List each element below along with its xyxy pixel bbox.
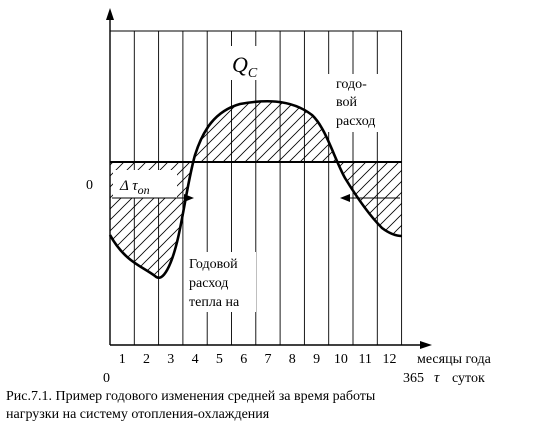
- x-axis-arrow: [420, 341, 432, 349]
- month-tick-label: 11: [358, 352, 371, 367]
- y-axis-arrow: [106, 8, 114, 20]
- label-bg-delta: [113, 170, 177, 198]
- delta-tau-label: Δ τоп: [119, 178, 150, 197]
- origin-label: 0: [103, 371, 110, 386]
- months-axis-label: месяцы года: [417, 352, 492, 367]
- month-tick-label: 5: [216, 352, 223, 367]
- month-tick-labels: 1 2 3 4 5 6 7 8 9 10 11 12: [119, 352, 397, 367]
- label-bg-qc: [226, 46, 270, 80]
- annual-heat-label: Годовой расход тепла на: [189, 257, 241, 310]
- month-tick-label: 6: [240, 352, 247, 367]
- month-tick-label: 7: [265, 352, 272, 367]
- month-tick-label: 10: [334, 352, 348, 367]
- load-curve: [108, 99, 403, 280]
- month-tick-label: 9: [313, 352, 320, 367]
- month-tick-label: 8: [289, 352, 296, 367]
- month-tick-label: 1: [119, 352, 126, 367]
- qc-label: QC: [232, 52, 258, 81]
- month-tick-label: 2: [143, 352, 150, 367]
- caption-line-1: Рис.7.1. Пример годового изменения средн…: [6, 389, 376, 404]
- month-tick-label: 4: [192, 352, 199, 367]
- label-bg-heat: [184, 252, 256, 312]
- days-value-label: 365: [403, 371, 424, 386]
- tau-symbol: τ: [434, 370, 440, 386]
- y-zero-label: 0: [86, 178, 93, 193]
- annual-consumption-label: годо- вой расход: [336, 77, 375, 129]
- month-tick-label: 12: [383, 352, 397, 367]
- month-tick-label: 3: [167, 352, 174, 367]
- caption-line-2: нагрузки на систему отопления-охлаждения: [6, 407, 270, 422]
- delta-left-arrow-head: [184, 194, 194, 202]
- label-bg-consumption: [328, 74, 390, 132]
- days-unit-label: суток: [452, 371, 485, 386]
- delta-right-arrow-head: [340, 194, 350, 202]
